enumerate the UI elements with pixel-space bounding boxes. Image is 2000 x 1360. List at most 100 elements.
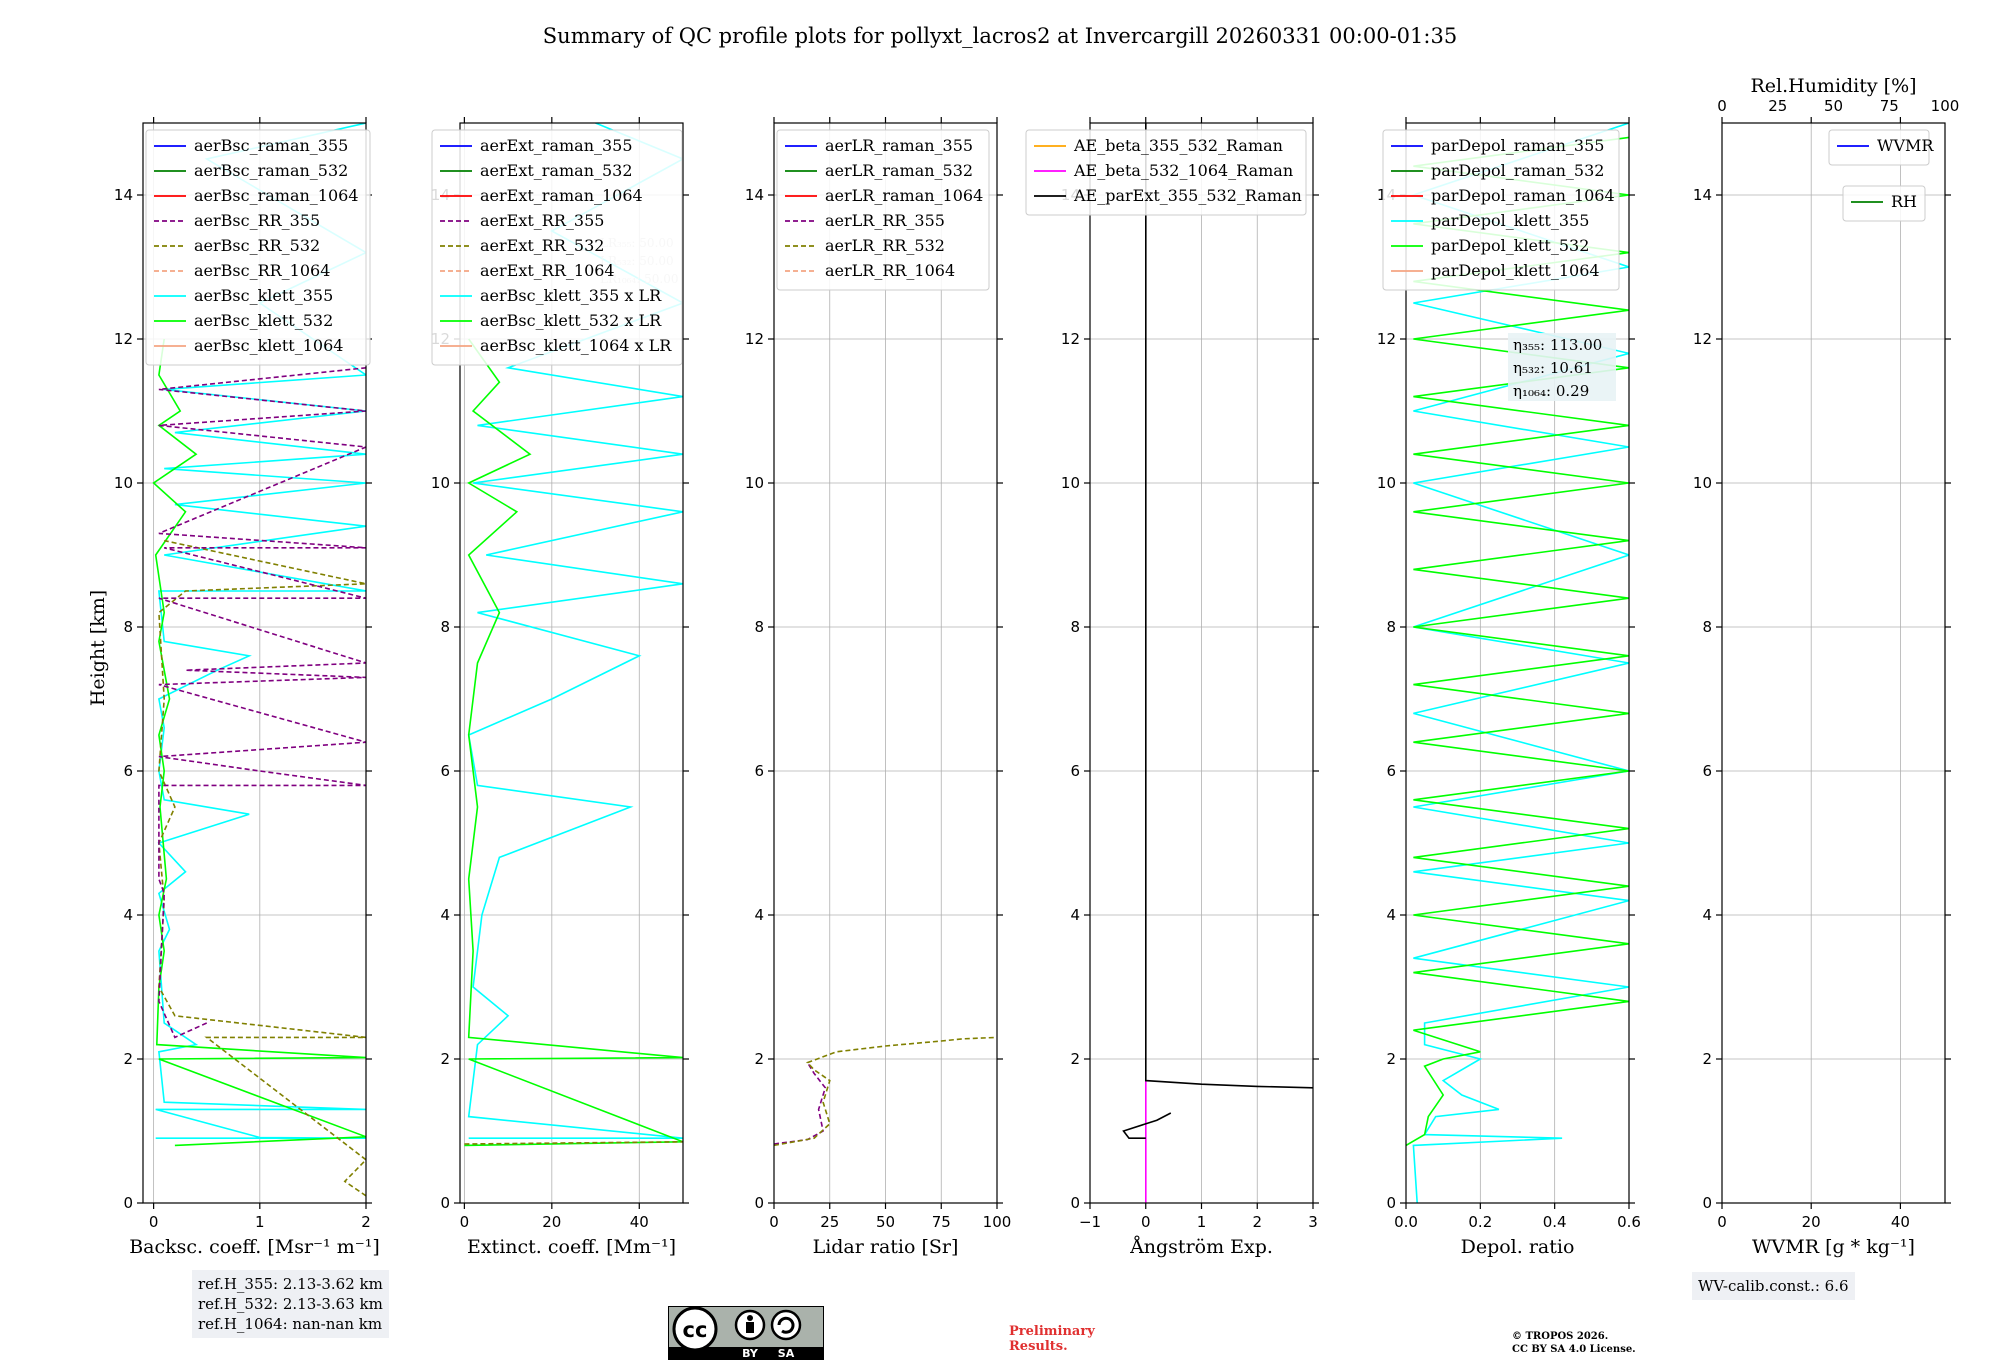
- x-tick-label: 40: [1891, 1213, 1910, 1231]
- y-tick-label: 6: [1386, 762, 1396, 780]
- x-axis-label-depol: Depol. ratio: [1461, 1236, 1575, 1258]
- legend-bsc-label: aerBsc_RR_532: [194, 236, 320, 255]
- legend-depol-label: parDepol_klett_355: [1431, 211, 1589, 230]
- y-tick-label: 0: [754, 1194, 764, 1212]
- ref-height-355: ref.H_355: 2.13-3.62 km: [198, 1275, 383, 1293]
- x-axis-label-lr: Lidar ratio [Sr]: [813, 1236, 959, 1258]
- badge-by-text: BY: [742, 1347, 759, 1360]
- x-tick-label: 50: [876, 1213, 895, 1231]
- ref-height-1064: ref.H_1064: nan-nan km: [198, 1315, 383, 1333]
- legend-ext-label: aerExt_raman_532: [480, 161, 633, 180]
- legend-bsc-label: aerBsc_klett_1064: [194, 336, 343, 355]
- series-line-aerBsc_klett_355 x LR: [467, 123, 683, 1139]
- wv-calib-box: WV-calib.const.: 6.6: [1692, 1272, 1855, 1300]
- legend-lr-label: aerLR_raman_355: [825, 136, 973, 155]
- legend-bsc-box: [145, 129, 371, 366]
- eta-annotation: η₅₃₂: 10.61: [1513, 359, 1593, 377]
- series-line-aerBsc_RR_532: [158, 539, 366, 1197]
- legend-wv-box: [1828, 129, 1930, 166]
- y-tick-label: 8: [440, 618, 450, 636]
- y-tick-label: 10: [114, 474, 133, 492]
- y-tick-label: 6: [754, 762, 764, 780]
- y-axis-label: Height [km]: [87, 590, 109, 706]
- x-tick-label: 20: [1802, 1213, 1821, 1231]
- x-tick-label: 0.6: [1617, 1213, 1641, 1231]
- panel-depol: 0.00.20.40.602468101214Depol. ratioη₃₅₅:…: [1377, 117, 1641, 1258]
- top-x-tick-label: 50: [1824, 97, 1843, 115]
- legend-ae-box: [1025, 129, 1307, 216]
- legend-depol-label: parDepol_raman_355: [1431, 136, 1604, 155]
- y-tick-label: 0: [1070, 1194, 1080, 1212]
- x-tick-label: 3: [1308, 1213, 1318, 1231]
- legend-wv-label: WVMR: [1877, 136, 1934, 155]
- share-alike-icon-arc: [777, 1316, 795, 1334]
- figure-title: Summary of QC profile plots for pollyxt_…: [543, 24, 1457, 48]
- legend-depol-label: parDepol_raman_532: [1431, 161, 1604, 180]
- legend-lr-label: aerLR_raman_1064: [825, 186, 983, 205]
- series-line-AE_parExt_355_532_Raman_low: [1122, 1112, 1172, 1139]
- legend-lr-box: [776, 129, 990, 291]
- y-tick-label: 12: [1061, 330, 1080, 348]
- cc-logo-icon: [672, 1306, 718, 1352]
- legend-bsc-label: aerBsc_raman_355: [194, 136, 348, 155]
- y-tick-label: 8: [123, 618, 133, 636]
- x-tick-label: 40: [630, 1213, 649, 1231]
- legend-bsc-label: aerBsc_raman_1064: [194, 186, 359, 205]
- y-tick-label: 10: [1693, 474, 1712, 492]
- legend-rh-label: RH: [1891, 192, 1917, 211]
- legend-bsc-label: aerBsc_klett_532: [194, 311, 333, 330]
- preliminary-note: Preliminary Results.: [1009, 1324, 1095, 1354]
- top-x-tick-label: 75: [1880, 97, 1899, 115]
- y-tick-label: 12: [1693, 330, 1712, 348]
- y-tick-label: 10: [1377, 474, 1396, 492]
- y-tick-label: 4: [1070, 906, 1080, 924]
- x-tick-label: 25: [820, 1213, 839, 1231]
- legend-bsc-label: aerBsc_klett_355: [194, 286, 333, 305]
- y-tick-label: 10: [431, 474, 450, 492]
- series-line-aerLR_RR_355: [774, 1062, 827, 1145]
- legend-ae-label: AE_beta_355_532_Raman: [1073, 136, 1283, 155]
- x-tick-label: 0.4: [1543, 1213, 1567, 1231]
- y-tick-label: 4: [1386, 906, 1396, 924]
- series-group-ext: [464, 123, 683, 1147]
- y-tick-label: 8: [1386, 618, 1396, 636]
- legend-ext-label: aerExt_raman_355: [480, 136, 633, 155]
- y-tick-label: 10: [1061, 474, 1080, 492]
- y-tick-label: 4: [1702, 906, 1712, 924]
- series-line-aerBsc_klett_355: [155, 123, 366, 1139]
- y-tick-label: 6: [123, 762, 133, 780]
- x-tick-label: 0: [460, 1213, 470, 1231]
- legend-ext-label: aerBsc_klett_532 x LR: [480, 311, 662, 330]
- x-tick-label: 0: [1141, 1213, 1151, 1231]
- panel-lr: 0 25 50 75 100 0 2 4 6 8 10 12 14 Lidar ratio [Sr] aer…: [745, 117, 1011, 1258]
- y-tick-label: 2: [1070, 1050, 1080, 1068]
- eta-annotation: η₁₀₆₄: 0.29: [1513, 382, 1589, 400]
- y-tick-label: 2: [754, 1050, 764, 1068]
- panel-ext: 0204002468101214Extinct. coeff. [Mm⁻¹]LR…: [431, 117, 689, 1258]
- cc-license-badge: cc BY SA: [668, 1306, 824, 1360]
- legend-depol-label: parDepol_klett_1064: [1431, 261, 1600, 280]
- y-tick-label: 6: [440, 762, 450, 780]
- legend-lr-label: aerLR_raman_532: [825, 161, 973, 180]
- y-tick-label: 14: [745, 186, 764, 204]
- axes-frame-depol: [1405, 122, 1630, 1204]
- legend-depol-label: parDepol_klett_532: [1431, 236, 1589, 255]
- legend-ext-label: aerExt_RR_1064: [480, 261, 615, 280]
- series-line-aerLR_RR_532: [774, 1036, 997, 1147]
- legend-depol-label: parDepol_raman_1064: [1431, 186, 1615, 205]
- series-line-aerBsc_RR_355: [158, 367, 366, 1039]
- legend-ae-label: AE_beta_532_1064_Raman: [1073, 161, 1293, 180]
- series-group-depol: [1406, 123, 1629, 1203]
- y-tick-label: 2: [123, 1050, 133, 1068]
- copyright-line-2: CC BY SA 4.0 License.: [1512, 1344, 1636, 1355]
- series-line-parDepol_klett_532: [1406, 136, 1629, 1147]
- series-group-lr: [774, 1036, 997, 1147]
- y-tick-label: 6: [1702, 762, 1712, 780]
- y-tick-label: 4: [440, 906, 450, 924]
- axes-frame-bsc: [142, 122, 367, 1204]
- axes-frame-wv: [1721, 122, 1946, 1204]
- y-tick-label: 0: [1702, 1194, 1712, 1212]
- y-tick-label: 8: [1702, 618, 1712, 636]
- attribution-icon-head: [747, 1315, 753, 1321]
